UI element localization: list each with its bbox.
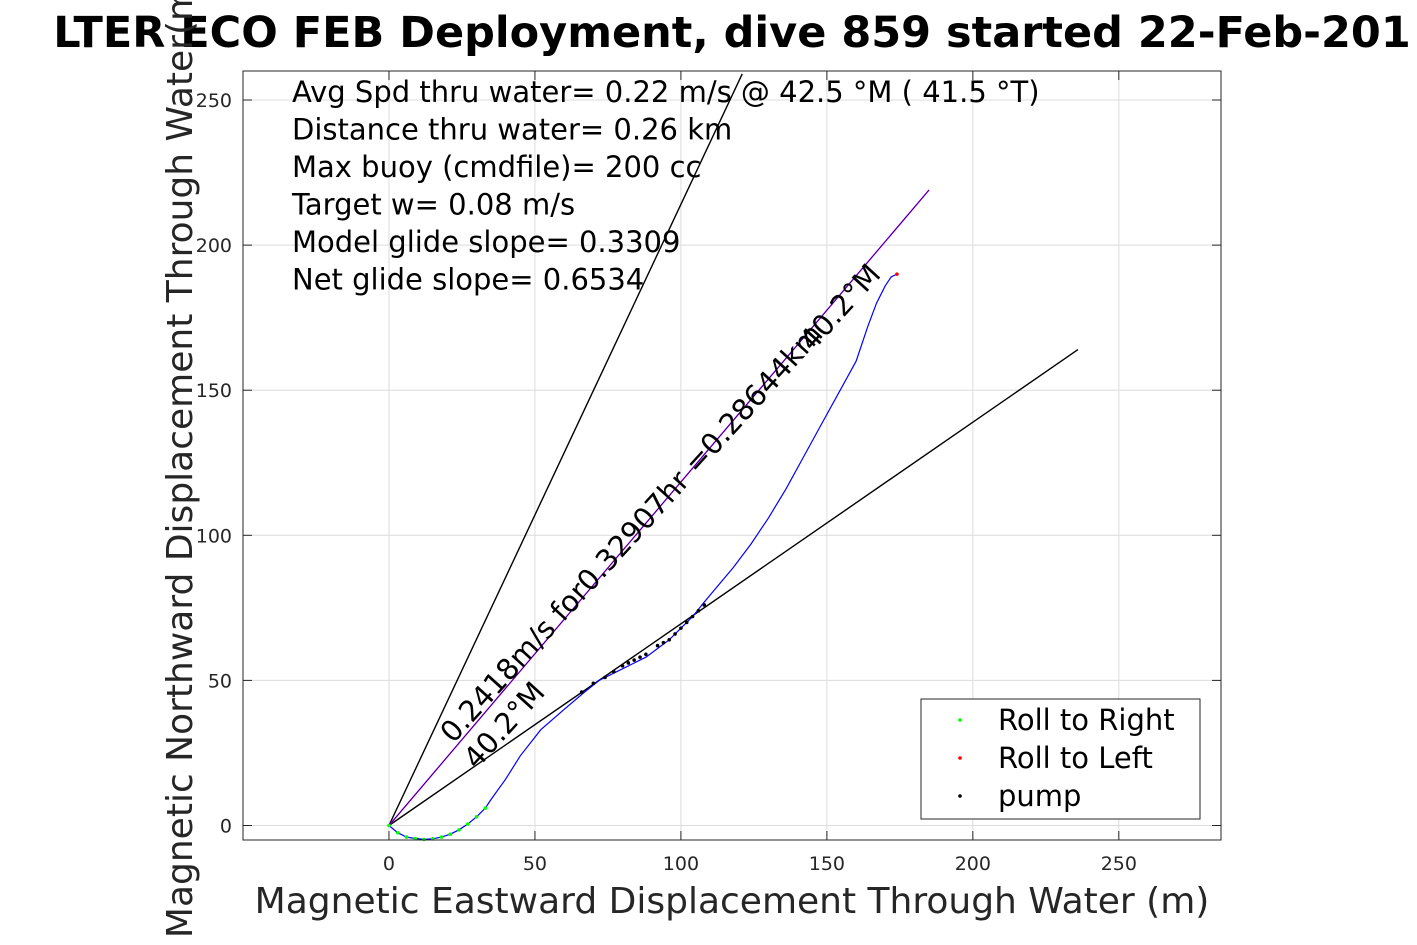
legend-label: Roll to Left <box>998 741 1153 775</box>
data-point-pump <box>632 658 636 662</box>
legend-marker <box>958 794 962 798</box>
data-point-pump <box>620 664 625 668</box>
y-tick-label: 100 <box>196 525 232 547</box>
data-point-pump <box>626 661 631 665</box>
data-point-roll-to-right <box>422 837 426 842</box>
data-point-pump <box>644 652 648 657</box>
track <box>388 273 898 841</box>
y-tick-label: 50 <box>208 670 232 692</box>
data-point-roll-to-right <box>404 835 409 839</box>
legend: Roll to Right Roll to Left pump <box>920 698 1201 820</box>
data-point-pump <box>702 603 707 607</box>
data-point-roll-to-left <box>895 272 899 276</box>
grid <box>243 71 1221 840</box>
legend-box <box>920 698 1201 820</box>
data-point-roll-to-right <box>457 828 461 832</box>
data-point-pump <box>684 620 689 625</box>
x-axis-label: Magnetic Eastward Displacement Through W… <box>255 881 1210 922</box>
info-line: Distance thru water= 0.26 km <box>292 113 732 147</box>
x-tick-label: 50 <box>523 853 547 875</box>
data-point-roll-to-right <box>448 832 453 836</box>
chart-title: LTER ECO FEB Deployment, dive 859 starte… <box>53 8 1411 58</box>
data-point-pump <box>579 690 584 694</box>
data-point-pump <box>667 637 672 642</box>
reference-line-bound-right <box>388 349 1079 827</box>
y-tick-label: 0 <box>220 815 232 837</box>
y-tick-label: 150 <box>196 380 232 402</box>
legend-marker <box>958 718 962 722</box>
data-point-pump <box>655 643 660 648</box>
info-line: Max buoy (cmdfile)= 200 cc <box>292 150 701 184</box>
data-point-pump <box>611 669 616 674</box>
data-point-pump <box>690 614 695 619</box>
reference-line-heading-overlay <box>388 189 930 826</box>
y-tick-label: 200 <box>196 235 232 257</box>
data-point-roll-to-right <box>439 835 444 839</box>
data-point-roll-to-right <box>413 836 418 841</box>
x-tick-label: 250 <box>1101 853 1137 875</box>
ticks <box>243 71 1221 840</box>
reference-line-bound-left <box>388 73 743 826</box>
data-point-pump <box>673 632 677 636</box>
x-tick-label: 100 <box>663 853 699 875</box>
y-tick-label: 250 <box>196 90 232 112</box>
x-tick-label: 150 <box>809 853 845 875</box>
legend-label: pump <box>998 779 1081 813</box>
plot-frame <box>242 70 1222 841</box>
data-point-pump <box>661 640 666 645</box>
data-point-roll-to-right <box>387 823 391 828</box>
data-point-roll-to-right <box>474 814 479 819</box>
tick-labels: 0 50 100 150 200 250 0 50 100 150 200 250 <box>196 90 1137 875</box>
legend-marker <box>958 756 962 760</box>
x-tick-label: 200 <box>955 853 991 875</box>
info-line: Avg Spd thru water= 0.22 m/s @ 42.5 °M (… <box>292 75 1040 109</box>
info-line: Target w= 0.08 m/s <box>291 188 575 222</box>
data-point-pump <box>638 655 642 659</box>
legend-label: Roll to Right <box>998 703 1175 737</box>
track-line <box>388 273 898 841</box>
info-line: Model glide slope= 0.3309 <box>292 225 680 259</box>
info-box: Avg Spd thru water= 0.22 m/s @ 42.5 °M (… <box>291 75 1040 297</box>
data-point-pump <box>591 681 596 686</box>
data-point-roll-to-right <box>465 822 470 826</box>
data-point-roll-to-right <box>483 806 488 810</box>
reference-lines <box>388 73 1079 827</box>
x-tick-label: 0 <box>383 853 395 875</box>
info-line: Net glide slope= 0.6534 <box>292 263 644 297</box>
data-point-pump <box>679 626 683 630</box>
y-axis-label: Magnetic Northward Displacement Through … <box>160 0 201 938</box>
data-point-roll-to-right <box>395 830 400 835</box>
data-point-pump <box>696 608 701 613</box>
data-point-pump <box>603 675 607 680</box>
